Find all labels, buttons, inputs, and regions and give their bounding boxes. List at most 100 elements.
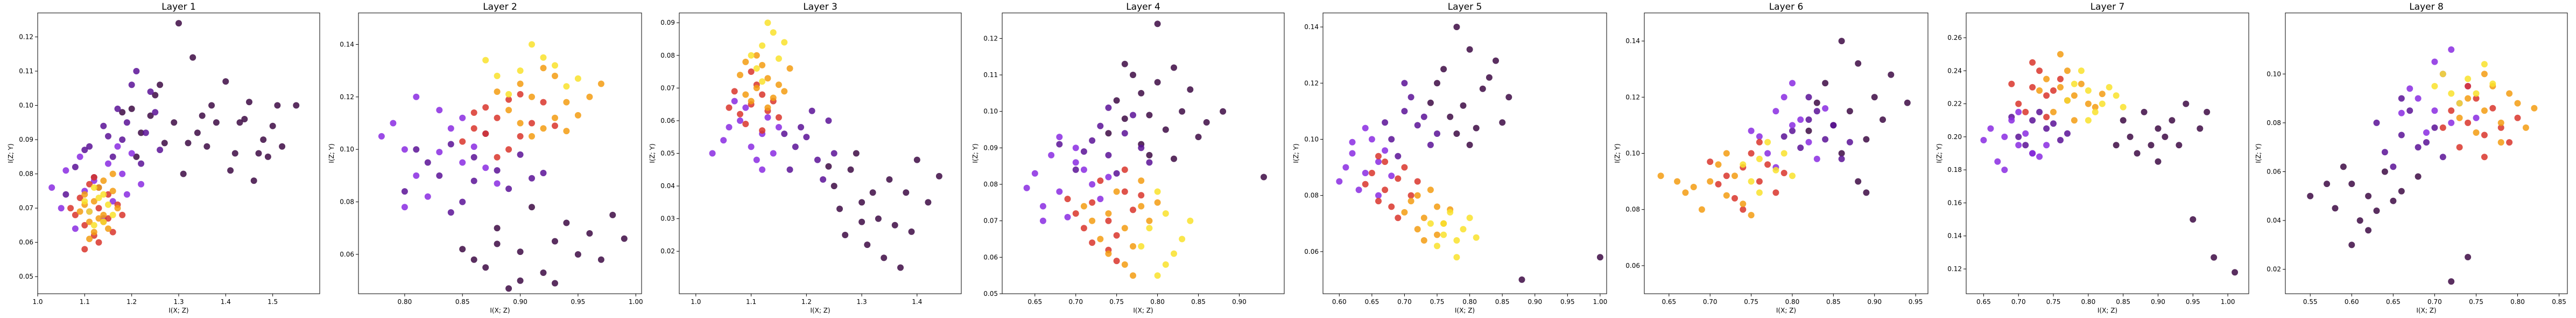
data-point [133, 68, 140, 74]
data-point [2481, 61, 2488, 68]
data-point [1466, 46, 1473, 53]
data-point [274, 102, 281, 109]
data-point [105, 225, 111, 232]
data-point [2057, 84, 2064, 91]
panel-layer-4: 0.65 0.70 0.75 0.80 0.85 0.90 0.05 0.06 0.07 0.08… [972, 2, 1285, 314]
x-tick-label: 0.95 [1560, 298, 1575, 306]
x-axis-label: I(X; Z) [168, 307, 188, 314]
data-point [128, 81, 135, 88]
data-point [1440, 220, 1447, 227]
data-point [494, 88, 501, 95]
data-point [90, 222, 97, 229]
x-tick-label: 0.90 [513, 298, 527, 306]
panel-layer-2: 0.80 0.85 0.90 0.95 1.00 0.06 0.08 0.10 0.12 0.14… [328, 2, 643, 314]
data-point [2481, 107, 2488, 114]
data-point [597, 256, 604, 263]
data-point [1121, 188, 1128, 195]
data-point [2307, 192, 2314, 199]
data-point [2497, 124, 2504, 131]
data-point [1113, 258, 1120, 265]
data-point [748, 52, 755, 59]
data-point [2099, 100, 2106, 107]
data-point [2015, 100, 2022, 107]
data-point [86, 181, 93, 188]
data-point [770, 29, 777, 36]
data-point [864, 241, 871, 248]
data-point [1505, 94, 1512, 101]
x-tick-label: 0.80 [1785, 298, 1800, 306]
data-point [2398, 188, 2405, 195]
data-point [2050, 108, 2057, 115]
data-point [1813, 99, 1820, 106]
data-point [897, 264, 904, 271]
data-point [1162, 210, 1169, 217]
data-point [1723, 150, 1730, 157]
data-point [742, 91, 749, 98]
data-point [1434, 231, 1440, 238]
data-point [517, 248, 524, 255]
y-tick-label: 0.08 [340, 198, 354, 206]
x-tick-label: 1.5 [268, 298, 278, 306]
data-point [1130, 272, 1136, 279]
data-point [123, 191, 130, 198]
data-point [1375, 198, 1382, 205]
data-point [709, 150, 716, 157]
data-point [2465, 119, 2472, 126]
data-point [123, 119, 130, 126]
data-point [1089, 137, 1096, 144]
data-point [2120, 117, 2127, 124]
y-tick-label: 0.06 [1304, 248, 1319, 255]
data-point [1473, 234, 1480, 241]
data-point [2348, 181, 2355, 188]
data-point [2406, 85, 2413, 92]
data-point [786, 65, 793, 72]
data-point [1097, 177, 1104, 184]
data-point [76, 195, 83, 202]
data-point [138, 160, 145, 167]
data-point [529, 41, 535, 48]
data-point [2043, 142, 2050, 149]
data-point [1080, 148, 1087, 155]
data-point [2506, 90, 2513, 97]
data-point [2489, 105, 2496, 112]
data-point [67, 205, 74, 212]
data-point [1740, 161, 1747, 168]
panel-layer-8: 0.55 0.60 0.65 0.70 0.75 0.80 0.85 0.02 0.04 0.06… [2255, 2, 2568, 314]
data-point [2036, 108, 2043, 115]
data-point [2497, 119, 2504, 126]
data-point [1427, 220, 1434, 227]
data-point [264, 153, 271, 160]
x-tick-label: 0.60 [1332, 298, 1347, 306]
data-point [1089, 199, 1096, 206]
panel-layer-7: 0.65 0.70 0.75 0.80 0.85 0.90 0.95 1.00 0.12 0.14… [1935, 2, 2249, 314]
data-point [459, 114, 466, 121]
x-tick-label: 0.60 [2345, 298, 2359, 306]
data-point [1121, 166, 1128, 173]
data-point [109, 211, 116, 218]
x-tick-label: 0.70 [1703, 298, 1718, 306]
data-point [563, 128, 570, 135]
y-tick-label: 0.12 [983, 34, 998, 42]
data-point [1089, 217, 1096, 224]
data-point [2057, 75, 2064, 82]
data-point [133, 153, 140, 160]
data-point [759, 78, 766, 85]
data-point [128, 105, 135, 112]
data-point [76, 153, 83, 160]
data-point [1105, 104, 1112, 111]
y-tick-label: 0.26 [1947, 34, 1962, 42]
data-point [128, 150, 135, 157]
data-point [748, 143, 755, 150]
data-point [2022, 130, 2029, 137]
x-tick-label: 0.85 [2552, 298, 2566, 306]
data-point [157, 81, 164, 88]
data-point [1780, 170, 1787, 176]
data-point [1368, 136, 1375, 143]
data-point [246, 99, 252, 106]
data-point [105, 160, 111, 167]
data-point [1434, 203, 1440, 210]
data-point [1427, 141, 1434, 148]
data-point [1748, 150, 1755, 157]
data-point [1904, 99, 1911, 106]
data-point [185, 140, 192, 147]
